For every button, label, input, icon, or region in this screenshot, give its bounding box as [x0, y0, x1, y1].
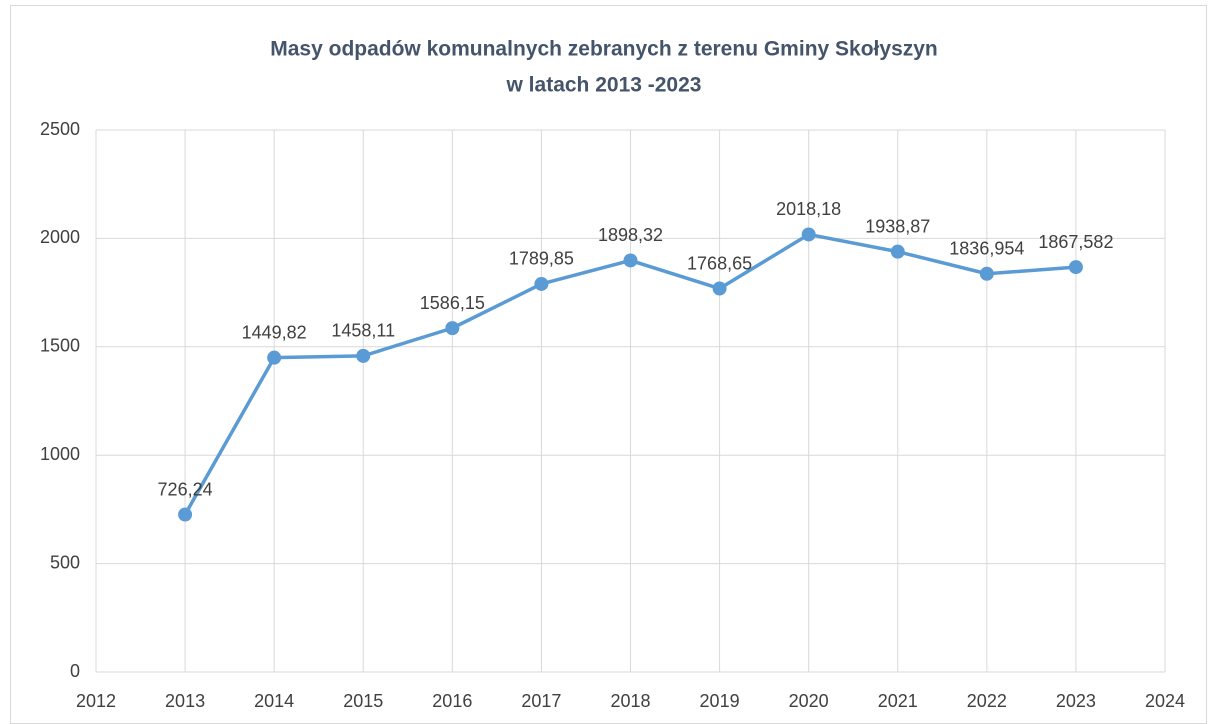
data-label: 1867,582	[1038, 232, 1113, 252]
y-tick-label: 1000	[40, 444, 80, 464]
data-point	[356, 348, 371, 363]
data-label: 2018,18	[776, 199, 841, 219]
data-point	[534, 276, 549, 291]
x-tick-label: 2022	[967, 691, 1007, 711]
data-point	[178, 507, 193, 522]
data-point	[1068, 260, 1083, 275]
data-point	[890, 244, 905, 259]
y-tick-label: 0	[70, 661, 80, 681]
data-label: 1938,87	[865, 216, 930, 236]
data-label: 1449,82	[242, 322, 307, 342]
data-label: 1768,65	[687, 253, 752, 273]
x-tick-label: 2016	[432, 691, 472, 711]
chart-title: Masy odpadów komunalnych zebranych z ter…	[270, 38, 938, 61]
x-tick-label: 2020	[789, 691, 829, 711]
x-tick-label: 2023	[1056, 691, 1096, 711]
y-tick-label: 500	[50, 552, 80, 572]
x-tick-label: 2014	[254, 691, 294, 711]
data-point	[979, 266, 994, 281]
x-tick-label: 2013	[165, 691, 205, 711]
x-tick-label: 2017	[521, 691, 561, 711]
x-tick-label: 2015	[343, 691, 383, 711]
x-tick-label: 2019	[700, 691, 740, 711]
data-label: 1836,954	[949, 238, 1024, 258]
data-point	[445, 321, 460, 336]
chart-frame	[10, 5, 1207, 724]
y-tick-label: 1500	[40, 336, 80, 356]
y-tick-label: 2500	[40, 119, 80, 139]
data-label: 1789,85	[509, 249, 574, 269]
data-point	[267, 350, 282, 365]
x-tick-label: 2018	[610, 691, 650, 711]
data-label: 1586,15	[420, 293, 485, 313]
data-point	[712, 281, 727, 296]
x-tick-label: 2021	[878, 691, 918, 711]
data-label: 726,24	[158, 479, 213, 499]
data-point	[801, 227, 816, 242]
chart-title: w latach 2013 -2023	[506, 74, 702, 97]
x-tick-label: 2012	[76, 691, 116, 711]
data-label: 1898,32	[598, 225, 663, 245]
data-point	[623, 253, 638, 268]
x-tick-label: 2024	[1145, 691, 1185, 711]
data-label: 1458,11	[331, 321, 395, 341]
y-tick-label: 2000	[40, 227, 80, 247]
